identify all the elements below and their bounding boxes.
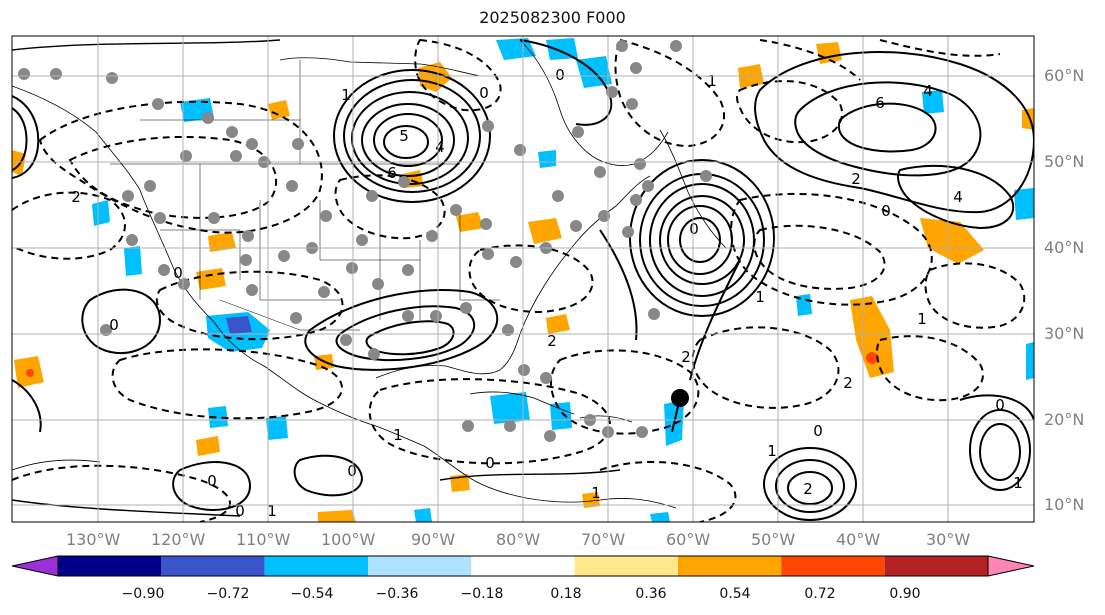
colorbar-segment xyxy=(264,556,368,576)
solid-contours-high-plains-low xyxy=(333,69,491,203)
contour-labels: 5 6 4 0 6 4 4 2 0 2 0 0 0 1 0 0 1 1 2 0 … xyxy=(71,66,1023,520)
observation-dots xyxy=(18,40,712,442)
contour-label: 6 xyxy=(875,94,885,112)
contour-label: 4 xyxy=(923,82,933,100)
dashed-contours xyxy=(12,38,1026,522)
colorbar-segment xyxy=(574,556,678,576)
contour-label: 0 xyxy=(555,66,565,84)
colorbar-outline xyxy=(57,555,989,577)
lon-label: 130°W xyxy=(66,530,121,549)
colorbar-segment xyxy=(781,556,885,576)
map-frame xyxy=(11,35,1035,523)
lon-label: 40°W xyxy=(836,530,881,549)
contour-label: 1 xyxy=(393,426,403,444)
lat-label: 30°N xyxy=(1044,324,1085,343)
colorbar-tick-label: −0.18 xyxy=(460,586,504,602)
colorbar-segment xyxy=(678,556,782,576)
contour-label: 0 xyxy=(689,220,699,238)
colorbar-tick-label: −0.72 xyxy=(206,586,250,602)
lon-label: 60°W xyxy=(666,530,711,549)
contour-label: 1 xyxy=(591,484,601,502)
colorbar-tick-label: 0.54 xyxy=(719,586,751,602)
colorbar-tick-label: −0.90 xyxy=(121,586,165,602)
contour-label: 0 xyxy=(173,264,183,282)
solid-contours-north-atlantic xyxy=(754,51,1034,230)
colorbar xyxy=(11,555,1035,577)
colorbar-extend-max xyxy=(987,555,1035,577)
colorbar-segment xyxy=(161,556,265,576)
lon-label: 100°W xyxy=(321,530,376,549)
lat-label: 50°N xyxy=(1044,152,1085,171)
contour-label: 1 xyxy=(767,442,777,460)
colorbar-tick-label: 0.90 xyxy=(889,586,921,602)
contour-label: 5 xyxy=(399,127,409,145)
lat-label: 60°N xyxy=(1044,66,1085,85)
contour-label: 0 xyxy=(881,202,891,220)
contour-label: 6 xyxy=(387,164,397,182)
contour-label: 2 xyxy=(681,348,691,366)
colorbar-tick-label: 0.36 xyxy=(635,586,667,602)
colorbar-segment xyxy=(368,556,472,576)
zero-contours xyxy=(12,39,621,517)
colorbar-extend-min xyxy=(11,555,59,577)
contour-label: 1 xyxy=(267,502,277,520)
contour-label: 0 xyxy=(995,396,1005,414)
gridlines xyxy=(12,36,1034,522)
colorbar-tick-label: 0.18 xyxy=(550,586,582,602)
contour-label: 2 xyxy=(71,188,81,206)
lon-label: 50°W xyxy=(751,530,796,549)
contour-label: 2 xyxy=(843,374,853,392)
contour-label: 1 xyxy=(755,288,765,306)
colorbar-segment xyxy=(884,556,988,576)
contour-label: 0 xyxy=(813,422,823,440)
colorbar-segment xyxy=(58,556,162,576)
colorbar-tick-label: 0.72 xyxy=(804,586,836,602)
lat-label: 20°N xyxy=(1044,410,1085,429)
contour-label: 0 xyxy=(235,502,245,520)
contour-label: 4 xyxy=(953,188,963,206)
colorbar-tick-label: −0.54 xyxy=(290,586,334,602)
lon-label: 80°W xyxy=(496,530,541,549)
contour-label: 1 xyxy=(341,86,351,104)
contour-label: 0 xyxy=(485,454,495,472)
contour-label: 1 xyxy=(1013,474,1023,492)
contour-label: 0 xyxy=(207,472,217,490)
lon-label: 120°W xyxy=(151,530,206,549)
solid-contours-gulf-ridge xyxy=(304,289,499,371)
lat-label: 40°N xyxy=(1044,238,1085,257)
colorbar-tick-label: −0.36 xyxy=(375,586,419,602)
contour-label: 2 xyxy=(547,332,557,350)
lat-label: 10°N xyxy=(1044,495,1085,514)
shaded-field-negative xyxy=(92,38,1034,522)
contour-label: 1 xyxy=(917,310,927,328)
contour-label: 1 xyxy=(707,72,717,90)
tc-marker xyxy=(671,389,689,433)
contour-label: 0 xyxy=(109,316,119,334)
contour-label: 2 xyxy=(803,480,813,498)
lon-label: 30°W xyxy=(926,530,971,549)
contour-label: 0 xyxy=(479,84,489,102)
contour-label: 2 xyxy=(851,170,861,188)
lon-label: 70°W xyxy=(581,530,626,549)
contour-label: 4 xyxy=(435,138,445,156)
lon-label: 90°W xyxy=(411,530,456,549)
coastlines xyxy=(12,39,727,509)
map-title: 2025082300 F000 xyxy=(479,8,626,27)
contour-label: 0 xyxy=(347,462,357,480)
colorbar-segment xyxy=(471,556,575,576)
lon-label: 110°W xyxy=(236,530,291,549)
